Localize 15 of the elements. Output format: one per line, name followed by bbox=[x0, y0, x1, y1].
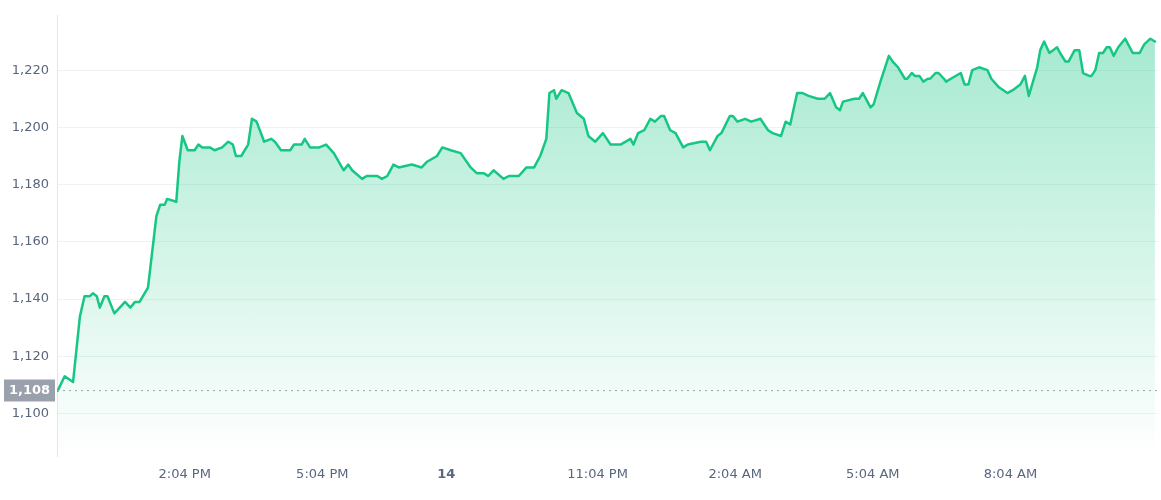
y-tick-label: 1,140 bbox=[11, 290, 49, 306]
x-tick-label: 11:04 PM bbox=[567, 465, 628, 481]
y-tick-label: 1,120 bbox=[11, 347, 49, 363]
y-tick-label: 1,180 bbox=[11, 175, 49, 191]
y-tick-label: 1,100 bbox=[11, 404, 49, 420]
ref-line-label: 1,108 bbox=[8, 381, 51, 397]
x-tick-label: 14 bbox=[437, 465, 456, 481]
y-tick-label: 1,200 bbox=[11, 118, 49, 134]
x-tick-label: 8:04 AM bbox=[983, 465, 1038, 481]
x-tick-label: 2:04 PM bbox=[158, 465, 211, 481]
x-tick-label: 2:04 AM bbox=[708, 465, 762, 481]
x-tick-label: 5:04 AM bbox=[846, 465, 900, 481]
x-tick-label: 5:04 PM bbox=[296, 465, 349, 481]
y-tick-label: 1,220 bbox=[11, 61, 49, 77]
y-tick-label: 1,160 bbox=[11, 233, 49, 249]
